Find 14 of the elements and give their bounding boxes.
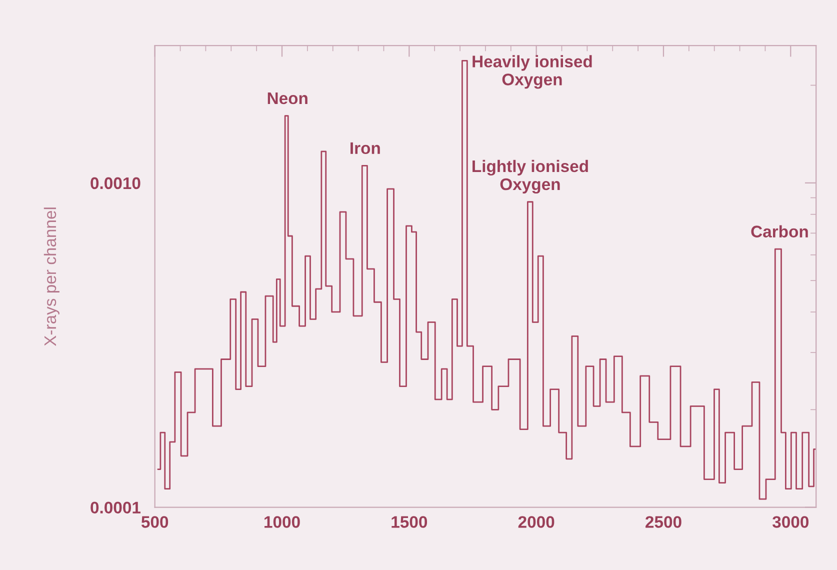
x-tick-label: 500 — [141, 516, 168, 528]
x-tick-label: 1000 — [264, 516, 300, 528]
annotation: Heavily ionised Oxygen — [472, 55, 592, 89]
y-tick-label: 0.0001 — [90, 502, 140, 514]
annotation: Neon — [268, 92, 308, 104]
x-tick-label: 2000 — [518, 516, 554, 528]
x-tick-label: 2500 — [646, 516, 682, 528]
annotation: Lightly ionised Oxygen — [472, 160, 588, 194]
y-axis-title: X-rays per channel — [44, 208, 60, 346]
annotation: Carbon — [751, 225, 808, 238]
annotation: Iron — [350, 142, 380, 154]
x-tick-label: 1500 — [392, 516, 428, 528]
y-tick-label: 0.0010 — [90, 177, 140, 190]
x-tick-label: 3000 — [772, 516, 808, 528]
